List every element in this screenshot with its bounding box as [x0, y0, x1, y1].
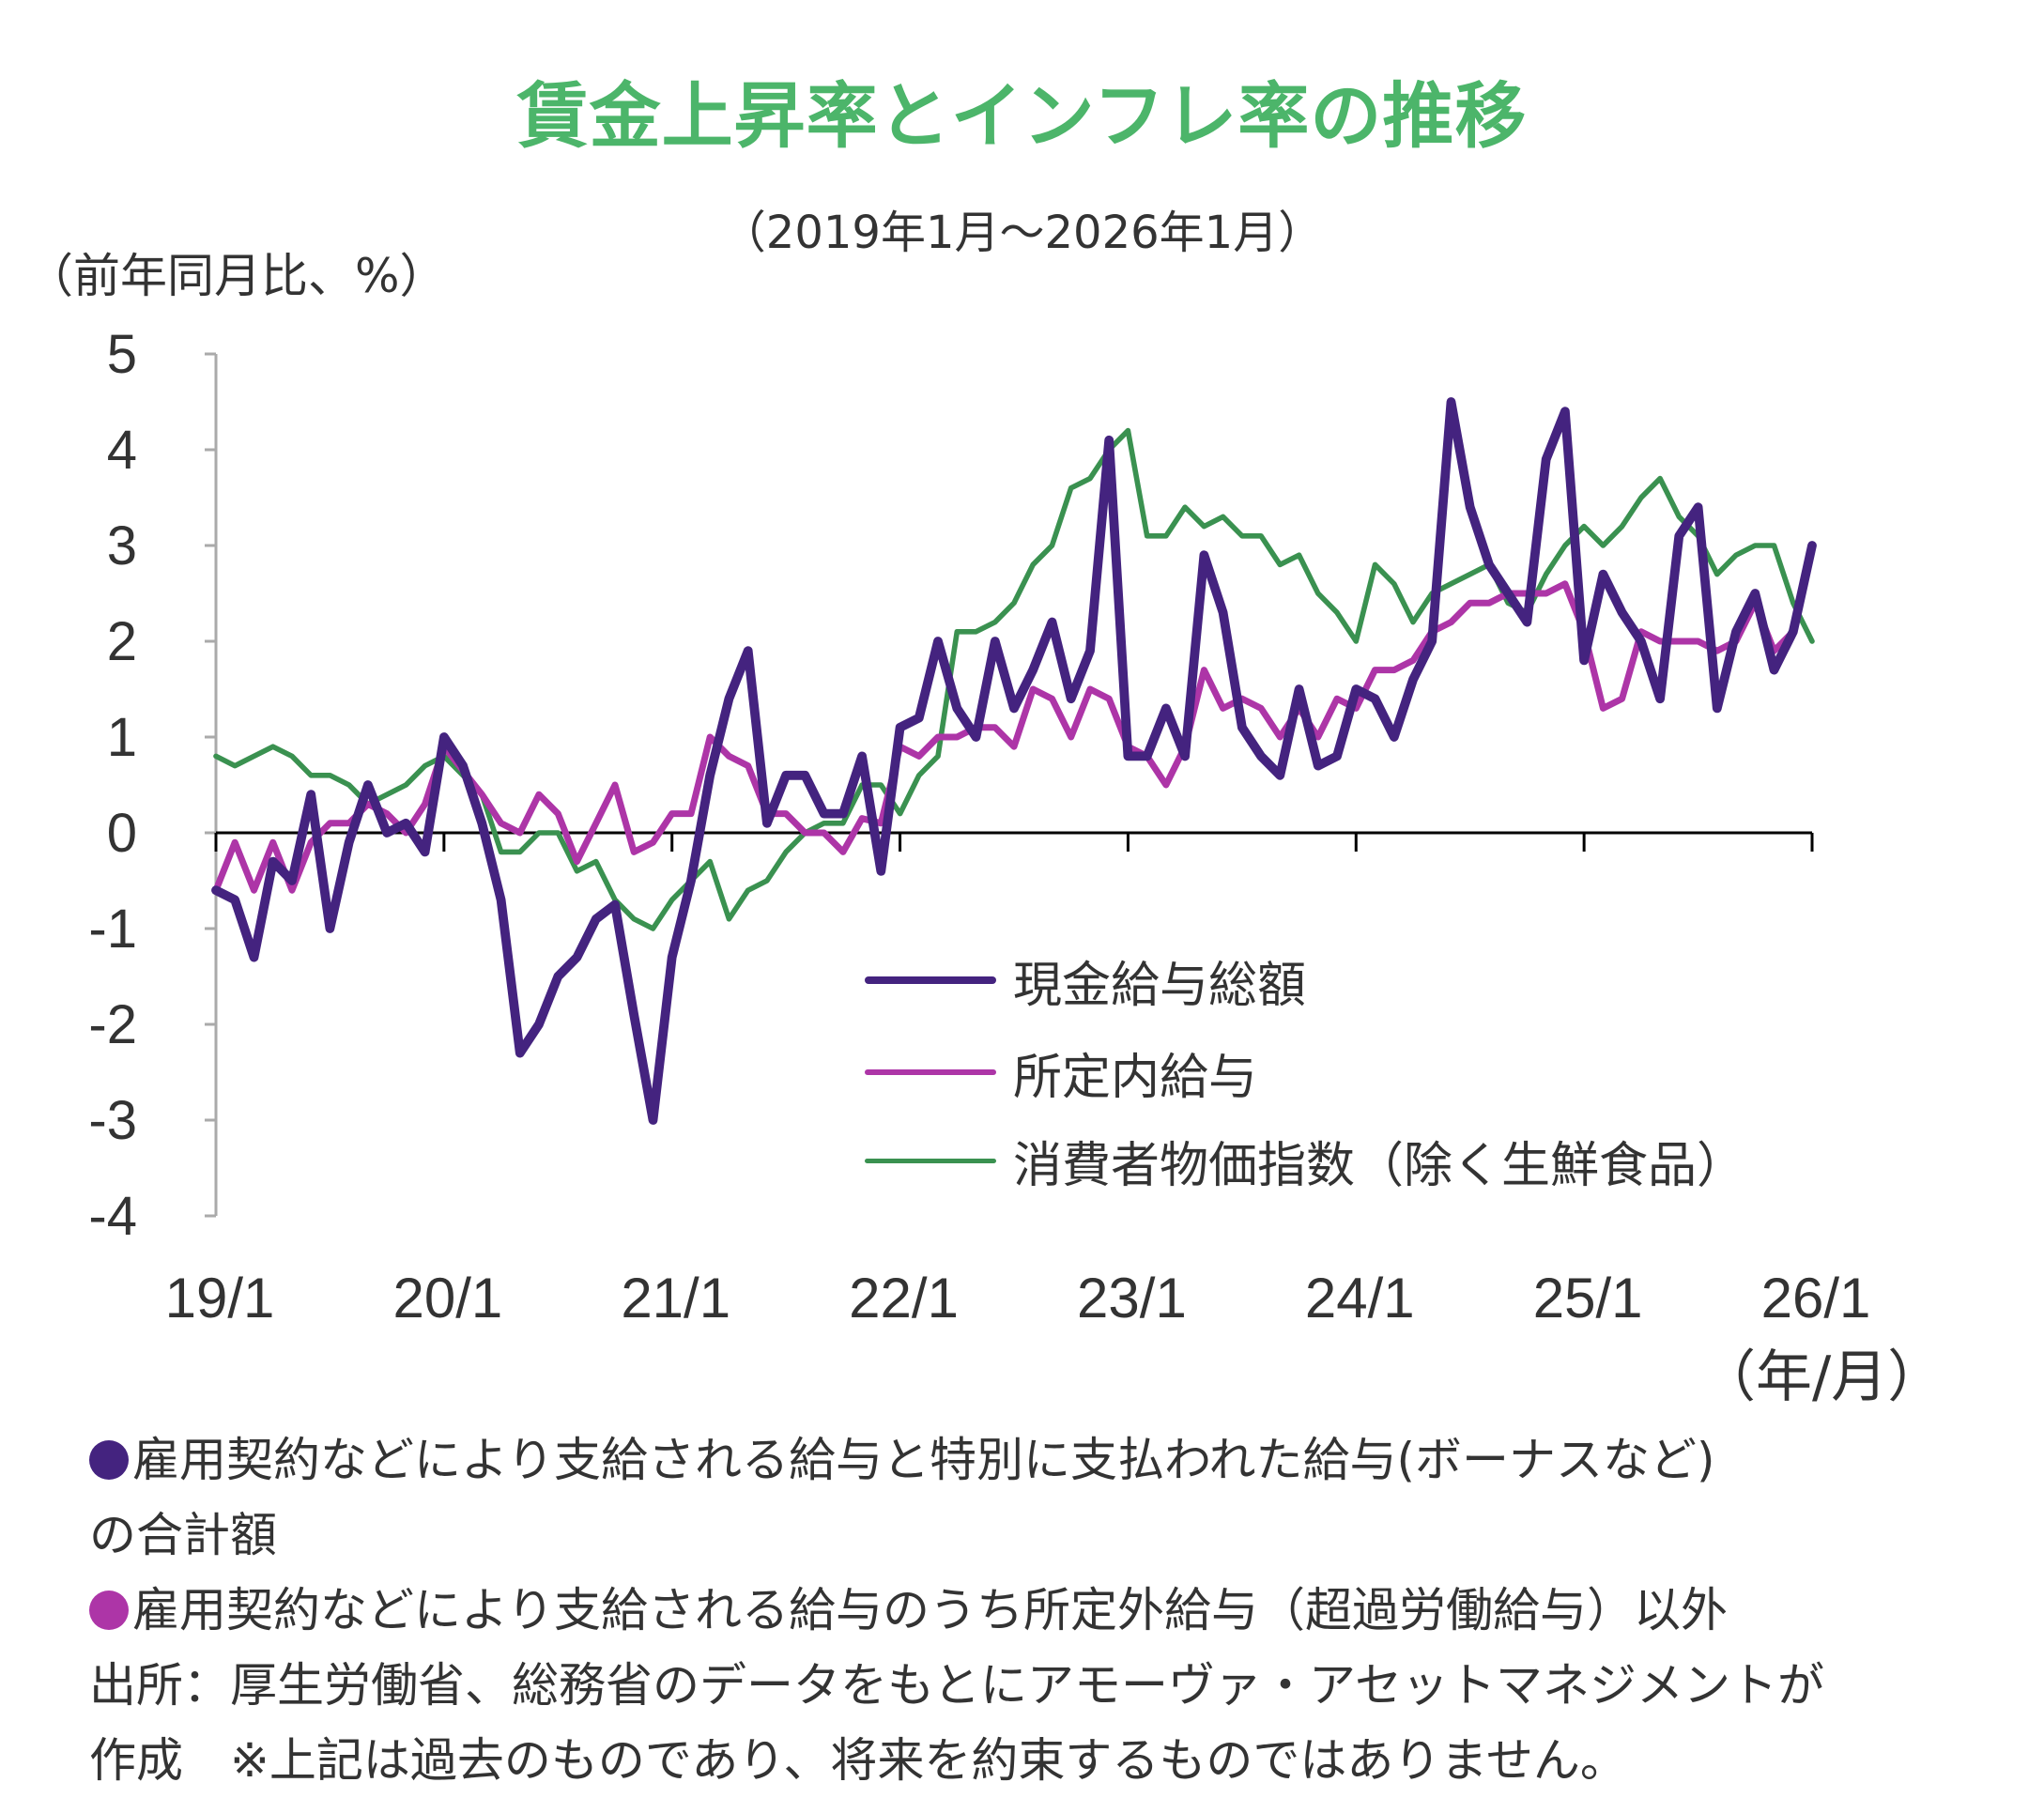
- legend-label: 現金給与総額: [1013, 957, 1307, 1014]
- x-tick-label: 21/1: [621, 1267, 730, 1329]
- footnote-cash-earnings: 雇用契約などにより支給される給与と特別に支払われた給与(ボーナスなど): [89, 1422, 2023, 1498]
- source-line-1: 出所：厚生労働省、総務省のデータをもとにアモーヴァ・アセットマネジメントが: [89, 1658, 1824, 1713]
- y-tick-label: 5: [107, 324, 137, 385]
- footnotes: 雇用契約などにより支給される給与と特別に支払われた給与(ボーナスなど) の合計額…: [89, 1422, 2023, 1798]
- legend-swatch: [865, 1158, 996, 1163]
- y-axis-label: （前年同月比、%）: [26, 249, 447, 303]
- x-tick-label: 19/1: [165, 1267, 275, 1329]
- legend-label: 所定内給与: [1013, 1049, 1258, 1106]
- y-tick-label: -4: [88, 1186, 137, 1247]
- source-line-2: 作成 ※上記は過去のものであり、将来を約束するものではありません。: [89, 1733, 1627, 1788]
- x-tick-label: 26/1: [1761, 1267, 1871, 1329]
- footnote-scheduled-earnings: 雇用契約などにより支給される給与のうち所定外給与（超過労働給与）以外: [89, 1573, 2023, 1648]
- x-tick-label: 23/1: [1077, 1267, 1187, 1329]
- magenta-dot-icon: [89, 1591, 129, 1630]
- footnote-cash-earnings-cont: の合計額: [89, 1508, 277, 1562]
- chart-subtitle: （2019年1月～2026年1月）: [720, 207, 1324, 259]
- legend-item-cpi: 消費者物価指数（除く生鮮食品）: [865, 1132, 1745, 1194]
- legend-item-cash-earnings: 現金給与総額: [865, 952, 1306, 1014]
- y-tick-label: -3: [88, 1090, 137, 1151]
- purple-dot-icon: [89, 1440, 129, 1480]
- legend-swatch: [865, 1069, 996, 1075]
- y-tick-label: 2: [107, 611, 137, 672]
- series-line-1: [212, 542, 1816, 894]
- y-tick-label: 4: [107, 420, 137, 481]
- y-tick-label: -1: [88, 899, 137, 960]
- x-tick-label: 25/1: [1533, 1267, 1643, 1329]
- y-tick-label: -2: [88, 994, 137, 1055]
- y-tick-label: 1: [107, 707, 137, 768]
- legend-label: 消費者物価指数（除く生鮮食品）: [1013, 1137, 1746, 1194]
- x-tick-label: 20/1: [392, 1267, 502, 1329]
- y-tick-label: 3: [107, 515, 137, 576]
- x-tick-label: 24/1: [1305, 1267, 1415, 1329]
- chart-title: 賃金上昇率とインフレ率の推移: [516, 74, 1528, 158]
- x-tick-label: 22/1: [849, 1267, 959, 1329]
- legend-swatch: [865, 976, 996, 984]
- y-tick-label: 0: [107, 803, 137, 864]
- series-line-0: [211, 397, 1817, 1125]
- legend-item-scheduled-earnings: 所定内給与: [865, 1044, 1257, 1106]
- x-axis-label: （年/月）: [1699, 1345, 1944, 1410]
- footnote-text: 雇用契約などにより支給される給与と特別に支払われた給与(ボーナスなど): [132, 1433, 1715, 1487]
- footnote-text: 雇用契約などにより支給される給与のうち所定外給与（超過労働給与）以外: [132, 1583, 1728, 1637]
